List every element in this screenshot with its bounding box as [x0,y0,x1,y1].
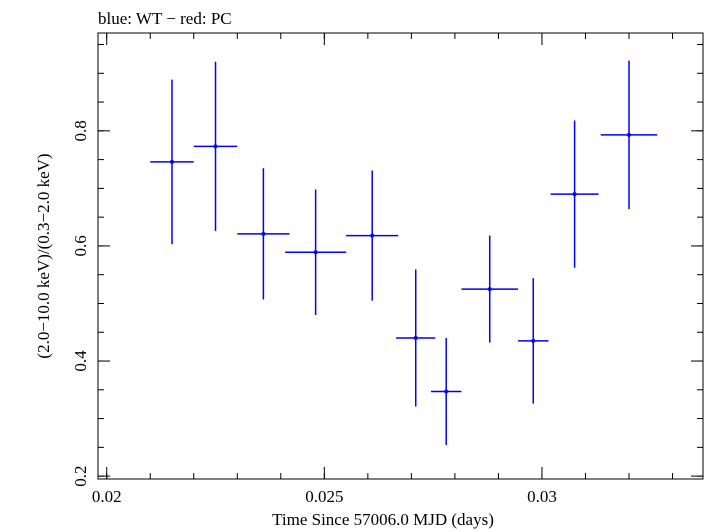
point-marker [169,159,174,164]
axis-ticks [98,33,703,479]
data-point [396,269,436,407]
data-point [237,168,290,300]
point-marker [313,250,318,255]
plot-frame [97,32,704,480]
x-tick-label: 0.03 [527,487,557,506]
point-marker [487,287,492,292]
data-point [461,235,519,343]
data-point [346,170,399,301]
point-marker [370,233,375,238]
data-point [430,338,462,446]
point-marker [444,389,449,394]
y-tick-label: 0.4 [71,350,90,372]
point-marker [627,132,632,137]
point-marker [572,192,577,197]
point-marker [413,336,418,341]
data-point [285,189,347,315]
y-tick-label: 0.2 [71,465,90,486]
x-tick-label: 0.025 [305,487,343,506]
x-axis-label: Time Since 57006.0 MJD (days) [272,510,494,529]
data-point [150,79,194,245]
data-point [550,120,599,268]
y-tick-label: 0.8 [71,120,90,141]
x-tick-label: 0.02 [92,487,122,506]
y-tick-label: 0.6 [71,235,90,256]
point-marker [261,231,266,236]
chart-title: blue: WT − red: PC [98,9,232,28]
data-point [518,278,549,404]
tick-labels: 0.02 0.025 0.03 0.2 0.4 0.6 0.8 [71,120,557,506]
y-axis-label: (2.0−10.0 keV)/(0.3−2.0 keV) [34,153,53,358]
point-marker [531,338,536,343]
data-point [193,61,238,231]
data-point [600,60,658,210]
point-marker [213,144,218,149]
data-points [150,60,658,446]
